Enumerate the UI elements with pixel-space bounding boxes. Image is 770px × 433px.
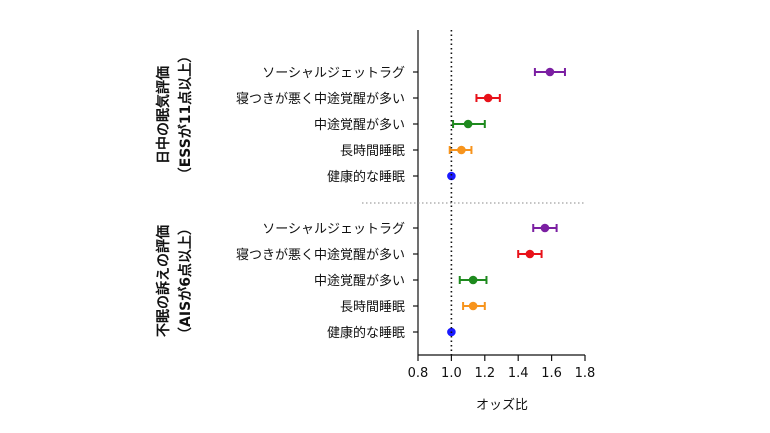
- x-axis-title: オッズ比: [476, 397, 528, 413]
- group-title-line2: （ESSが11点以上）: [177, 49, 194, 182]
- category-label: ソーシャルジェットラグ: [262, 66, 405, 81]
- group-titles: 日中の眠気評価 （ESSが11点以上） 不眠の訴えの評価 （AISが6点以上）: [155, 49, 194, 341]
- category-label: 長時間睡眠: [340, 144, 405, 159]
- odds-ratio-point: [483, 93, 493, 103]
- category-label: 中途覚醒が多い: [314, 117, 405, 133]
- odds-ratio-point: [447, 171, 456, 181]
- category-label: 健康的な睡眠: [327, 325, 405, 341]
- rows: ソーシャルジェットラグ寝つきが悪く中途覚醒が多い中途覚醒が多い長時間睡眠健康的な…: [236, 66, 566, 341]
- group-title-line1: 不眠の訴えの評価: [155, 225, 172, 337]
- x-tick-label: 1.2: [474, 366, 495, 381]
- category-label: 健康的な睡眠: [327, 169, 405, 185]
- odds-ratio-point: [545, 67, 555, 77]
- group-title-line2: （AISが6点以上）: [177, 221, 194, 341]
- odds-ratio-point: [540, 223, 550, 233]
- odds-ratio-point: [468, 301, 478, 311]
- x-tick-label: 0.8: [408, 366, 429, 381]
- x-tick-label: 1.0: [441, 366, 462, 381]
- category-label: 中途覚醒が多い: [314, 273, 405, 289]
- x-tick-label: 1.8: [575, 366, 596, 381]
- x-axis: 0.8 1.0 1.2 1.4 1.6 1.8: [362, 30, 595, 381]
- odds-ratio-point: [457, 145, 466, 155]
- odds-ratio-point: [468, 275, 478, 285]
- x-tick-label: 1.4: [508, 366, 529, 381]
- category-label: 寝つきが悪く中途覚醒が多い: [236, 91, 405, 107]
- odds-ratio-point: [463, 119, 473, 129]
- odds-ratio-point: [525, 249, 535, 259]
- category-label: 長時間睡眠: [340, 300, 405, 315]
- x-tick-label: 1.6: [541, 366, 562, 381]
- group-title-line1: 日中の眠気評価: [155, 66, 172, 164]
- category-label: 寝つきが悪く中途覚醒が多い: [236, 247, 405, 263]
- category-label: ソーシャルジェットラグ: [262, 222, 405, 237]
